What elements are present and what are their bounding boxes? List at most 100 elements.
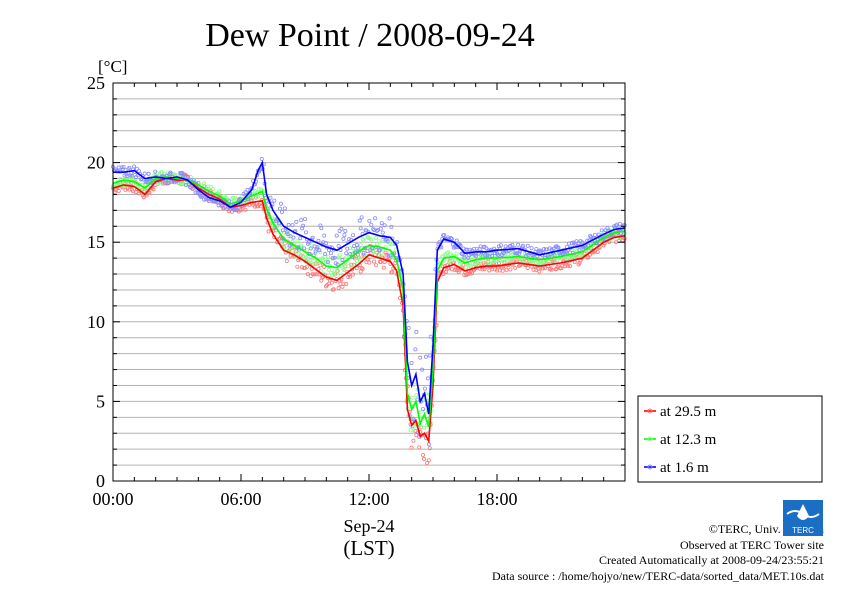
sample-point: [142, 171, 147, 176]
sample-point: [421, 453, 426, 458]
y-axis-label: [°C]: [98, 57, 127, 76]
sample-point: [384, 252, 389, 257]
sample-point: [420, 367, 425, 372]
chart-title: Dew Point / 2008-09-24: [205, 17, 535, 54]
sample-point: [509, 258, 514, 263]
sample-point: [318, 263, 323, 268]
sample-point: [453, 245, 458, 250]
axis-ticks: 0 5 10 15 20 25 00:00 06:00 12:00 18:00: [87, 73, 626, 509]
sample-point: [516, 242, 521, 247]
sample-point: [324, 241, 329, 246]
sample-point: [599, 228, 604, 233]
sample-point: [454, 238, 459, 243]
sample-point: [477, 259, 482, 264]
sample-point: [503, 244, 508, 249]
sample-point: [469, 263, 474, 268]
sample-point: [130, 173, 135, 178]
sample-point: [301, 223, 306, 228]
x-tick-label: 12:00: [348, 489, 389, 509]
sample-point: [361, 251, 366, 256]
sample-point: [202, 197, 207, 202]
sample-point: [141, 188, 146, 193]
sample-point: [251, 189, 256, 194]
sample-point: [373, 216, 378, 221]
sample-point: [195, 190, 200, 195]
sample-point: [483, 252, 488, 257]
sample-point: [520, 243, 525, 248]
y-tick-label: 15: [87, 232, 105, 252]
sample-point: [424, 461, 429, 466]
sample-point: [285, 229, 290, 234]
sample-point: [356, 249, 361, 254]
sample-point: [337, 228, 342, 233]
sample-point: [312, 272, 317, 277]
sample-point: [310, 272, 315, 277]
sample-point: [414, 433, 419, 438]
sample-point: [498, 243, 503, 248]
sample-point: [572, 254, 577, 259]
sample-point: [541, 266, 546, 271]
sample-point: [337, 253, 342, 258]
sample-point: [556, 245, 561, 250]
sample-point: [341, 236, 346, 241]
sample-point: [259, 157, 264, 162]
sample-point: [504, 267, 509, 272]
sample-point: [454, 251, 459, 256]
sample-point: [323, 252, 328, 257]
sample-point: [298, 236, 303, 241]
sample-point: [350, 246, 355, 251]
sample-point: [308, 273, 313, 278]
sample-point: [389, 224, 394, 229]
sample-point: [493, 251, 498, 256]
sample-point: [525, 265, 530, 270]
sample-point: [358, 226, 363, 231]
sample-point: [294, 219, 299, 224]
sample-point: [387, 216, 392, 221]
sample-point: [354, 242, 359, 247]
sample-point: [376, 239, 381, 244]
sample-point: [349, 264, 354, 269]
sample-point: [329, 273, 334, 278]
sample-point: [444, 253, 449, 258]
sample-point: [278, 201, 283, 206]
sample-point: [344, 251, 349, 256]
sample-point: [409, 445, 414, 450]
sample-point: [427, 353, 432, 358]
sample-point: [361, 238, 366, 243]
sample-point: [494, 258, 499, 263]
sample-point: [418, 410, 423, 415]
sample-point: [334, 233, 339, 238]
sample-point: [282, 206, 287, 211]
sample-point: [374, 228, 379, 233]
x-tick-label: 06:00: [220, 489, 261, 509]
sample-point: [272, 198, 277, 203]
sample-point: [605, 226, 610, 231]
x-axis-timezone-label: (LST): [343, 536, 394, 560]
sample-point: [617, 221, 622, 226]
sample-point: [128, 173, 133, 178]
sample-point: [406, 325, 411, 330]
sample-point: [543, 260, 548, 265]
sample-point: [529, 246, 534, 251]
sample-point: [146, 171, 151, 176]
sample-point: [507, 257, 512, 262]
sample-point: [344, 281, 349, 286]
sample-point: [299, 243, 304, 248]
sample-point: [322, 233, 327, 238]
sample-point: [297, 252, 302, 257]
sample-point: [367, 260, 372, 265]
credits-block: ©TERC, Univ. Tsukuba Observed at TERC To…: [492, 522, 824, 584]
sample-point: [326, 267, 331, 272]
sample-point: [380, 230, 385, 235]
sample-point: [449, 236, 454, 241]
sample-point: [302, 246, 307, 251]
sample-point: [350, 233, 355, 238]
y-tick-label: 10: [87, 312, 105, 332]
sample-point: [572, 260, 577, 265]
legend-label: at 1.6 m: [660, 460, 709, 476]
sample-point: [411, 428, 416, 433]
sample-point: [382, 260, 387, 265]
sample-point: [250, 197, 255, 202]
sample-point: [379, 250, 384, 255]
legend: at 29.5 m at 12.3 m at 1.6 m: [637, 395, 823, 483]
